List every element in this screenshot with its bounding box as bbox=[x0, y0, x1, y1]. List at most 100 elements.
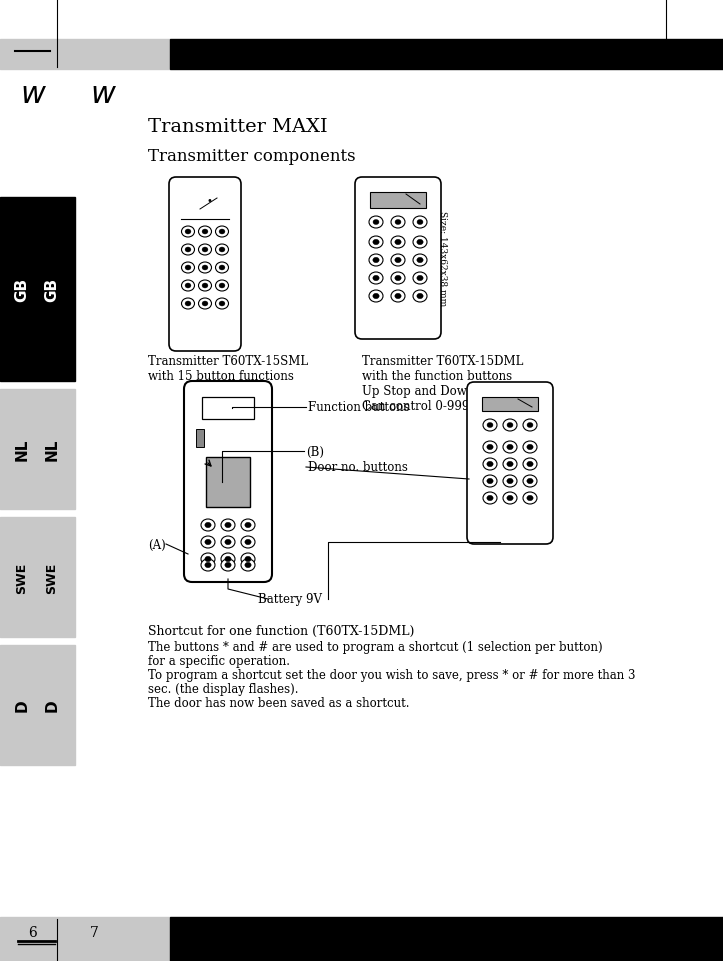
Bar bbox=[482, 398, 538, 411]
Ellipse shape bbox=[413, 273, 427, 284]
Ellipse shape bbox=[527, 479, 533, 484]
Ellipse shape bbox=[507, 423, 513, 428]
Text: for a specific operation.: for a specific operation. bbox=[148, 654, 290, 667]
Ellipse shape bbox=[201, 520, 215, 531]
Ellipse shape bbox=[185, 230, 191, 234]
Ellipse shape bbox=[503, 476, 517, 487]
Bar bbox=[0, 517, 75, 637]
Ellipse shape bbox=[185, 248, 191, 253]
Bar bbox=[202, 398, 254, 420]
Text: Function buttons: Function buttons bbox=[308, 401, 410, 414]
Ellipse shape bbox=[483, 441, 497, 454]
Bar bbox=[196, 430, 204, 448]
Ellipse shape bbox=[413, 255, 427, 267]
Ellipse shape bbox=[369, 217, 383, 229]
Ellipse shape bbox=[369, 290, 383, 303]
Ellipse shape bbox=[417, 294, 423, 300]
Ellipse shape bbox=[503, 458, 517, 471]
Ellipse shape bbox=[215, 281, 228, 292]
Text: 7: 7 bbox=[90, 925, 99, 939]
Ellipse shape bbox=[391, 217, 405, 229]
Bar bbox=[170, 917, 723, 961]
Text: sec. (the display flashes).: sec. (the display flashes). bbox=[148, 682, 299, 695]
Ellipse shape bbox=[507, 462, 513, 467]
Text: D: D bbox=[14, 699, 30, 711]
Ellipse shape bbox=[185, 302, 191, 307]
Ellipse shape bbox=[395, 240, 401, 245]
Ellipse shape bbox=[395, 259, 401, 263]
Ellipse shape bbox=[507, 496, 513, 502]
Ellipse shape bbox=[395, 276, 401, 282]
Bar bbox=[0, 198, 75, 382]
Ellipse shape bbox=[245, 563, 251, 568]
Ellipse shape bbox=[413, 290, 427, 303]
Ellipse shape bbox=[225, 523, 231, 529]
Ellipse shape bbox=[483, 420, 497, 431]
Ellipse shape bbox=[241, 536, 255, 549]
Text: SWE: SWE bbox=[15, 562, 28, 593]
Text: NL: NL bbox=[14, 438, 30, 460]
Text: Transmitter MAXI: Transmitter MAXI bbox=[148, 118, 328, 136]
Ellipse shape bbox=[523, 441, 537, 454]
Ellipse shape bbox=[219, 248, 225, 253]
Text: Transmitter T60TX-15DML
with the function buttons
Up Stop and Down.
Can control : Transmitter T60TX-15DML with the functio… bbox=[362, 355, 523, 412]
Ellipse shape bbox=[369, 255, 383, 267]
Ellipse shape bbox=[219, 283, 225, 288]
Ellipse shape bbox=[507, 445, 513, 451]
Ellipse shape bbox=[241, 554, 255, 565]
Ellipse shape bbox=[181, 262, 194, 274]
Ellipse shape bbox=[202, 230, 208, 234]
Ellipse shape bbox=[507, 479, 513, 484]
Ellipse shape bbox=[199, 281, 212, 292]
Text: Transmitter components: Transmitter components bbox=[148, 148, 356, 165]
Bar bbox=[0, 389, 75, 509]
Text: Battery 9V: Battery 9V bbox=[258, 593, 322, 605]
Ellipse shape bbox=[205, 563, 211, 568]
Text: •: • bbox=[206, 196, 212, 206]
Ellipse shape bbox=[201, 536, 215, 549]
Ellipse shape bbox=[527, 496, 533, 502]
Ellipse shape bbox=[369, 236, 383, 249]
Ellipse shape bbox=[199, 299, 212, 309]
Text: To program a shortcut set the door you wish to save, press * or # for more than : To program a shortcut set the door you w… bbox=[148, 668, 636, 681]
Ellipse shape bbox=[215, 227, 228, 237]
Ellipse shape bbox=[373, 240, 379, 245]
Ellipse shape bbox=[417, 220, 423, 225]
Ellipse shape bbox=[185, 266, 191, 271]
Ellipse shape bbox=[215, 262, 228, 274]
Ellipse shape bbox=[373, 220, 379, 225]
Ellipse shape bbox=[219, 302, 225, 307]
Ellipse shape bbox=[527, 445, 533, 451]
Ellipse shape bbox=[181, 281, 194, 292]
Ellipse shape bbox=[219, 266, 225, 271]
Bar bbox=[170, 40, 723, 70]
Text: The buttons * and # are used to program a shortcut (1 selection per button): The buttons * and # are used to program … bbox=[148, 640, 603, 653]
Ellipse shape bbox=[221, 554, 235, 565]
Ellipse shape bbox=[202, 248, 208, 253]
Ellipse shape bbox=[523, 420, 537, 431]
Text: NL: NL bbox=[45, 438, 59, 460]
Text: GB: GB bbox=[45, 278, 59, 302]
Ellipse shape bbox=[199, 262, 212, 274]
Ellipse shape bbox=[241, 559, 255, 572]
Ellipse shape bbox=[225, 563, 231, 568]
Ellipse shape bbox=[225, 540, 231, 545]
Ellipse shape bbox=[245, 540, 251, 545]
Ellipse shape bbox=[487, 462, 493, 467]
Ellipse shape bbox=[483, 476, 497, 487]
Ellipse shape bbox=[373, 259, 379, 263]
Ellipse shape bbox=[527, 423, 533, 428]
Ellipse shape bbox=[395, 220, 401, 225]
Text: (A): (A) bbox=[148, 538, 166, 551]
Ellipse shape bbox=[483, 458, 497, 471]
Ellipse shape bbox=[503, 441, 517, 454]
FancyBboxPatch shape bbox=[169, 178, 241, 352]
Ellipse shape bbox=[241, 520, 255, 531]
Ellipse shape bbox=[417, 276, 423, 282]
Text: w: w bbox=[20, 80, 45, 109]
Text: Size: 143x62x38 mm: Size: 143x62x38 mm bbox=[438, 211, 447, 307]
Text: GB: GB bbox=[14, 278, 30, 302]
Ellipse shape bbox=[391, 236, 405, 249]
Ellipse shape bbox=[221, 520, 235, 531]
Ellipse shape bbox=[202, 302, 208, 307]
